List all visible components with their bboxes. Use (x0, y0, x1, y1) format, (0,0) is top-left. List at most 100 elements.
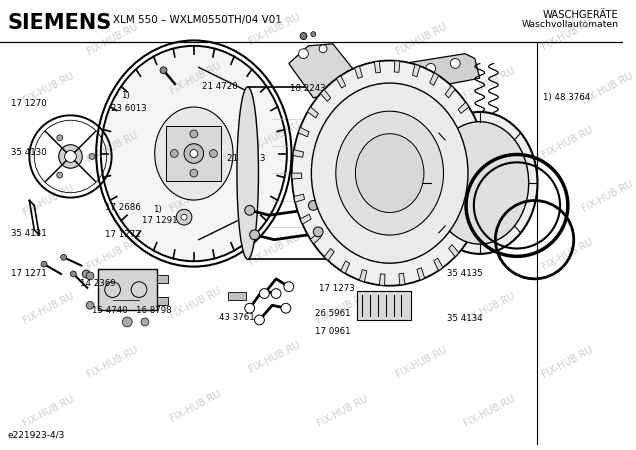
Circle shape (401, 70, 411, 80)
Text: FIX-HUB.RU: FIX-HUB.RU (462, 65, 517, 101)
Circle shape (245, 303, 254, 313)
Circle shape (86, 302, 94, 309)
Polygon shape (336, 76, 345, 88)
Polygon shape (461, 228, 472, 239)
Text: FIX-HUB.RU: FIX-HUB.RU (394, 124, 448, 159)
Polygon shape (293, 150, 303, 157)
Polygon shape (392, 54, 480, 93)
Text: FIX-HUB.RU: FIX-HUB.RU (394, 344, 448, 380)
Text: SIEMENS: SIEMENS (8, 13, 112, 32)
Text: 43 3761: 43 3761 (219, 313, 255, 322)
Text: FIX-HUB.RU: FIX-HUB.RU (315, 70, 370, 106)
Polygon shape (324, 248, 334, 261)
Text: FIX-HUB.RU: FIX-HUB.RU (22, 183, 76, 218)
Circle shape (311, 32, 315, 36)
Text: 171275: 171275 (363, 135, 396, 144)
Polygon shape (292, 173, 301, 179)
Text: FIX-HUB.RU: FIX-HUB.RU (85, 344, 140, 380)
Text: FIX-HUB.RU: FIX-HUB.RU (462, 183, 517, 218)
Circle shape (181, 214, 187, 220)
Text: 23 6013: 23 6013 (111, 104, 146, 113)
Circle shape (426, 63, 436, 73)
Polygon shape (359, 270, 367, 282)
Text: FIX-HUB.RU: FIX-HUB.RU (394, 21, 448, 57)
Text: XLM 550 – WXLM0550TH/04 V01: XLM 550 – WXLM0550TH/04 V01 (113, 15, 282, 26)
Ellipse shape (155, 107, 233, 200)
Ellipse shape (336, 111, 443, 235)
Text: 26 5965: 26 5965 (442, 231, 478, 240)
Polygon shape (380, 274, 385, 286)
Circle shape (314, 227, 323, 237)
Circle shape (308, 201, 318, 210)
Circle shape (141, 318, 149, 326)
Text: 21 4721: 21 4721 (373, 212, 410, 220)
Text: 17 1270: 17 1270 (11, 99, 47, 108)
Text: e221923-4/3: e221923-4/3 (8, 430, 66, 439)
Text: 28 9622: 28 9622 (368, 75, 403, 84)
Text: FIX-HUB.RU: FIX-HUB.RU (247, 339, 301, 375)
Text: FIX-HUB.RU: FIX-HUB.RU (394, 237, 448, 272)
Bar (357, 291, 411, 320)
Polygon shape (430, 73, 439, 86)
Text: 17 1272: 17 1272 (104, 230, 141, 239)
Text: FIX-HUB.RU: FIX-HUB.RU (169, 388, 223, 424)
Text: 1): 1) (121, 90, 130, 99)
Circle shape (190, 130, 198, 138)
Text: FIX-HUB.RU: FIX-HUB.RU (22, 70, 76, 106)
Text: 1): 1) (153, 205, 162, 214)
Text: FIX-HUB.RU: FIX-HUB.RU (85, 129, 140, 164)
Text: 18 2243: 18 2243 (289, 84, 325, 93)
Circle shape (82, 270, 90, 278)
Circle shape (300, 32, 307, 40)
Text: WASCHGERÄTE: WASCHGERÄTE (543, 9, 619, 20)
Circle shape (209, 149, 218, 158)
Polygon shape (321, 90, 331, 101)
Circle shape (450, 58, 460, 68)
Text: FIX-HUB.RU: FIX-HUB.RU (169, 60, 223, 96)
Text: FIX-HUB.RU: FIX-HUB.RU (462, 393, 517, 429)
Circle shape (71, 271, 76, 277)
Circle shape (57, 172, 63, 178)
Ellipse shape (356, 134, 424, 212)
Text: 35 4135: 35 4135 (447, 269, 483, 278)
Ellipse shape (422, 112, 537, 254)
Text: FIX-HUB.RU: FIX-HUB.RU (169, 286, 223, 321)
Polygon shape (355, 66, 363, 78)
Text: FIX-HUB.RU: FIX-HUB.RU (85, 21, 140, 57)
Circle shape (184, 144, 204, 163)
Text: FIX-HUB.RU: FIX-HUB.RU (22, 291, 76, 326)
Circle shape (259, 288, 269, 298)
Text: 35 4130: 35 4130 (11, 148, 47, 157)
Text: FIX-HUB.RU: FIX-HUB.RU (85, 237, 140, 272)
Text: 21  5113: 21 5113 (227, 154, 266, 163)
Text: FIX-HUB.RU: FIX-HUB.RU (580, 178, 634, 213)
Text: 35 4131: 35 4131 (11, 230, 47, 238)
Text: FIX-HUB.RU: FIX-HUB.RU (541, 344, 595, 380)
Polygon shape (448, 245, 459, 257)
Text: Waschvollautomaten: Waschvollautomaten (522, 20, 619, 29)
Circle shape (250, 230, 259, 240)
Circle shape (271, 288, 281, 298)
Polygon shape (476, 189, 487, 197)
Bar (167, 126, 221, 181)
Text: FIX-HUB.RU: FIX-HUB.RU (22, 393, 76, 429)
Polygon shape (470, 209, 481, 219)
Circle shape (122, 317, 132, 327)
Text: 14 2369: 14 2369 (80, 279, 115, 288)
Bar (156, 275, 169, 283)
Ellipse shape (431, 122, 529, 244)
Text: FIX-HUB.RU: FIX-HUB.RU (247, 232, 301, 267)
Polygon shape (478, 167, 488, 173)
Circle shape (254, 315, 265, 325)
Polygon shape (294, 194, 305, 202)
Text: FIX-HUB.RU: FIX-HUB.RU (315, 393, 370, 429)
Text: 1) 48 3764: 1) 48 3764 (543, 93, 590, 102)
Circle shape (160, 67, 167, 74)
Text: FIX-HUB.RU: FIX-HUB.RU (247, 12, 301, 47)
Circle shape (281, 303, 291, 313)
Text: FIX-HUB.RU: FIX-HUB.RU (462, 291, 517, 326)
Text: 16 8798: 16 8798 (135, 306, 171, 315)
Ellipse shape (292, 60, 488, 286)
Bar (156, 297, 169, 305)
Polygon shape (289, 44, 352, 98)
